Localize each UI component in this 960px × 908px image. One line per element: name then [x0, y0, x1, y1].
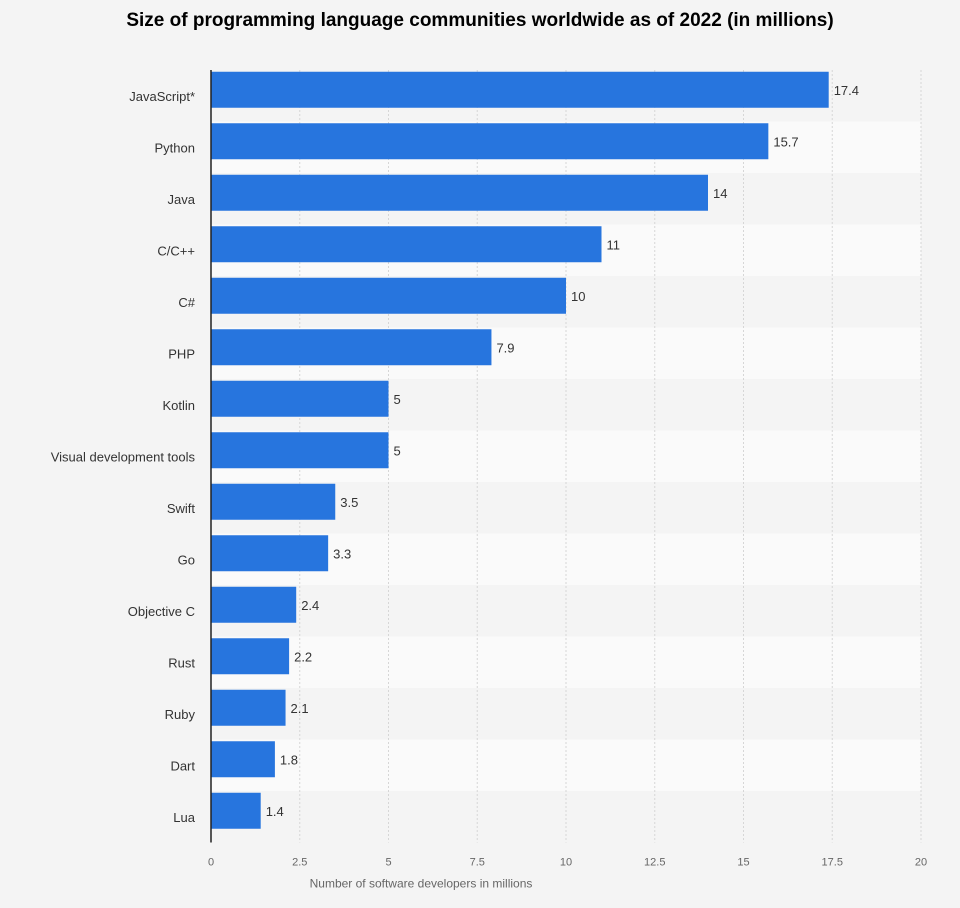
x-tick-label: 7.5 [470, 857, 485, 869]
bar [211, 741, 275, 778]
bar [211, 483, 336, 520]
x-tick-label: 10 [560, 857, 572, 869]
data-label: 2.2 [294, 649, 312, 664]
x-tick-label: 12.5 [644, 857, 665, 869]
data-label: 17.4 [834, 83, 859, 98]
bar [211, 689, 286, 726]
data-label: 2.4 [301, 598, 319, 613]
bar [211, 432, 389, 469]
category-label: Visual development tools [51, 449, 196, 464]
bar [211, 380, 389, 417]
data-label: 7.9 [496, 340, 514, 355]
data-label: 3.5 [340, 495, 358, 510]
category-label: Go [178, 552, 195, 567]
data-label: 14 [713, 186, 727, 201]
bar [211, 638, 290, 675]
data-label: 11 [607, 237, 621, 252]
data-label: 1.4 [266, 804, 284, 819]
data-label: 10 [571, 289, 585, 304]
x-tick-label: 17.5 [822, 857, 843, 869]
category-label: Objective C [128, 604, 195, 619]
category-label: Kotlin [162, 398, 195, 413]
data-label: 2.1 [291, 701, 309, 716]
category-label: PHP [168, 346, 195, 361]
x-tick-label: 0 [208, 857, 214, 869]
chart-title: Size of programming language communities… [126, 10, 834, 31]
x-axis-title: Number of software developers in million… [310, 877, 533, 891]
category-label: Python [155, 140, 195, 155]
category-label: JavaScript* [129, 89, 195, 104]
category-label: Ruby [165, 707, 196, 722]
category-label: C/C++ [157, 243, 195, 258]
x-tick-label: 15 [737, 857, 749, 869]
bar [211, 71, 829, 108]
bar [211, 277, 566, 314]
category-label: Java [168, 192, 196, 207]
x-tick-label: 5 [385, 857, 391, 869]
bar [211, 329, 492, 366]
category-label: C# [178, 295, 195, 310]
category-label: Dart [170, 758, 195, 773]
data-label: 5 [394, 443, 401, 458]
bar [211, 226, 602, 263]
category-label: Rust [168, 655, 195, 670]
data-label: 3.3 [333, 546, 351, 561]
bar [211, 586, 297, 623]
data-label: 5 [394, 392, 401, 407]
x-tick-label: 20 [915, 857, 927, 869]
category-label: Lua [173, 810, 195, 825]
data-label: 15.7 [773, 134, 798, 149]
bar [211, 174, 708, 211]
bar [211, 123, 769, 160]
x-tick-label: 2.5 [292, 857, 307, 869]
bar [211, 535, 329, 572]
bar [211, 792, 261, 829]
category-label: Swift [167, 501, 196, 516]
data-label: 1.8 [280, 752, 298, 767]
